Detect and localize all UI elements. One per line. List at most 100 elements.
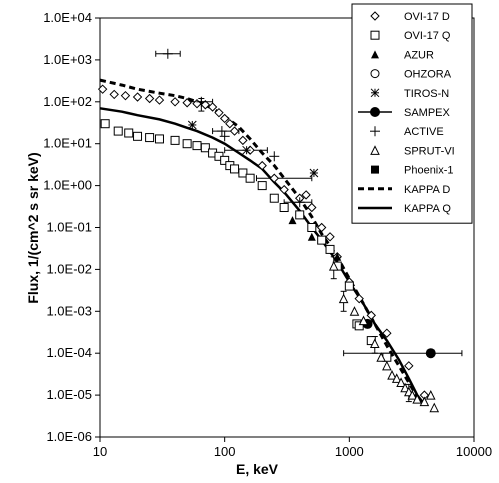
- legend-item: Phoenix-1: [371, 165, 454, 177]
- legend-marker: [370, 11, 380, 21]
- error-bar: [343, 350, 463, 357]
- series-line-kappa-d: [99, 78, 419, 398]
- point-ovi-17-d: [229, 126, 240, 136]
- point-active: [162, 48, 173, 59]
- point-ovi-17-q: [269, 193, 279, 203]
- y-tick-label: 1.0E-02: [46, 261, 92, 276]
- legend-label: OVI-17 Q: [404, 30, 451, 42]
- point-ovi-17-q: [124, 128, 134, 138]
- legend-label: Phoenix-1: [404, 165, 454, 177]
- point-ovi-17-d: [225, 119, 235, 129]
- point-active: [216, 126, 227, 137]
- point-azur: [333, 252, 342, 261]
- point-ovi-17-q: [145, 133, 155, 143]
- point-ovi-17-q: [220, 155, 230, 165]
- x-tick-label: 100: [214, 444, 236, 459]
- point-sprut-vi: [419, 396, 430, 407]
- point-ovi-17-d: [325, 232, 335, 242]
- point-ovi-17-q: [192, 141, 202, 151]
- point-ovi-17-q: [307, 223, 317, 232]
- point-ovi-17-q: [317, 235, 327, 245]
- x-tick-label: 10000: [456, 444, 492, 459]
- point-azur: [307, 232, 316, 241]
- point-ovi-17-d: [269, 173, 279, 183]
- legend-marker: [370, 107, 380, 117]
- y-tick-label: 1.0E+03: [43, 52, 92, 67]
- legend-label: SAMPEX: [404, 107, 451, 119]
- legend-marker: [370, 69, 380, 79]
- legend-label: KAPPA Q: [404, 203, 451, 215]
- point-sprut-vi: [425, 389, 436, 400]
- legend-label: TIROS-N: [404, 88, 449, 100]
- point-active: [219, 131, 230, 142]
- x-tick-label: 1000: [335, 444, 364, 459]
- y-tick-label: 1.0E+00: [43, 178, 92, 193]
- point-ovi-17-d: [109, 89, 119, 100]
- point-tiros-n: [309, 168, 319, 178]
- legend-item: OVI-17 Q: [370, 30, 451, 42]
- legend-item: OVI-17 D: [370, 11, 450, 23]
- legend: OVI-17 D OVI-17 Q AZUR OHZORA TIROS-N SAMPEX A…: [351, 3, 473, 224]
- point-sprut-vi: [407, 389, 418, 400]
- point-tiros-n: [187, 120, 197, 130]
- point-ovi-17-q: [245, 173, 255, 183]
- x-tick-label: 10: [93, 444, 107, 459]
- point-ovi-17-d: [279, 184, 289, 195]
- point-sprut-vi: [396, 377, 406, 387]
- legend-label: OHZORA: [404, 69, 452, 81]
- point-ovi-17-d: [404, 361, 414, 371]
- point-ovi-17-q: [154, 134, 164, 144]
- y-axis-ticks: 1.0E-06 1.0E-05 1.0E-04 1.0E-03 1.0E-02 1.0E-…: [43, 10, 100, 444]
- point-ovi-17-d: [214, 107, 224, 118]
- point-ovi-17-d: [97, 84, 108, 94]
- point-ovi-17-d: [257, 160, 267, 171]
- point-ovi-17-d: [354, 293, 364, 304]
- y-tick-label: 1.0E+02: [43, 94, 92, 109]
- series-layer: [97, 48, 463, 413]
- point-sprut-vi: [338, 293, 349, 304]
- x-axis-ticks: 10 100 1000 10000: [93, 437, 492, 459]
- point-ovi-17-q: [295, 210, 305, 220]
- point-ovi-17-d: [307, 202, 317, 213]
- point-ovi-17-q: [200, 143, 210, 153]
- point-ovi-17-q: [279, 203, 289, 213]
- point-azur: [288, 216, 297, 225]
- point-sprut-vi: [349, 306, 360, 316]
- point-sprut-vi: [358, 315, 369, 326]
- point-ovi-17-d: [219, 113, 230, 124]
- legend-item: ACTIVE: [370, 126, 444, 138]
- legend-item: AZUR: [371, 49, 434, 61]
- y-axis-title: Flux, 1/(cm^2 s sr keV): [25, 152, 41, 303]
- legend-item: SPRUT-VI: [370, 145, 455, 157]
- point-ovi-17-q: [230, 164, 240, 174]
- legend-item: OHZORA: [370, 69, 452, 81]
- legend-marker: [371, 165, 379, 174]
- point-ovi-17-d: [120, 90, 131, 101]
- point-ovi-17-q: [133, 131, 143, 141]
- point-sprut-vi: [391, 373, 402, 383]
- point-ovi-17-q: [182, 139, 192, 149]
- point-active: [294, 197, 305, 208]
- point-ovi-17-d: [366, 310, 376, 321]
- legend-item: TIROS-N: [370, 88, 449, 100]
- point-ovi-17-d: [316, 222, 327, 233]
- point-ovi-17-q: [238, 168, 248, 178]
- series-line-kappa-q: [99, 107, 426, 406]
- point-sprut-vi: [400, 382, 410, 393]
- legend-item: SAMPEX: [358, 107, 451, 119]
- point-ovi-17-d: [200, 100, 211, 110]
- point-ovi-17-q: [257, 181, 267, 191]
- point-ovi-17-q: [100, 119, 110, 129]
- point-sprut-vi: [412, 394, 422, 404]
- legend-marker: [370, 30, 380, 40]
- legend-label: OVI-17 D: [404, 11, 450, 23]
- point-ovi-17-d: [207, 102, 218, 112]
- legend-label: AZUR: [404, 49, 434, 61]
- point-ovi-17-d: [154, 95, 165, 105]
- legend-item: KAPPA Q: [358, 203, 451, 215]
- point-ovi-17-d: [192, 99, 202, 109]
- legend-marker: [370, 126, 380, 137]
- point-ovi-17-q: [170, 135, 180, 145]
- legend-label: KAPPA D: [404, 184, 450, 196]
